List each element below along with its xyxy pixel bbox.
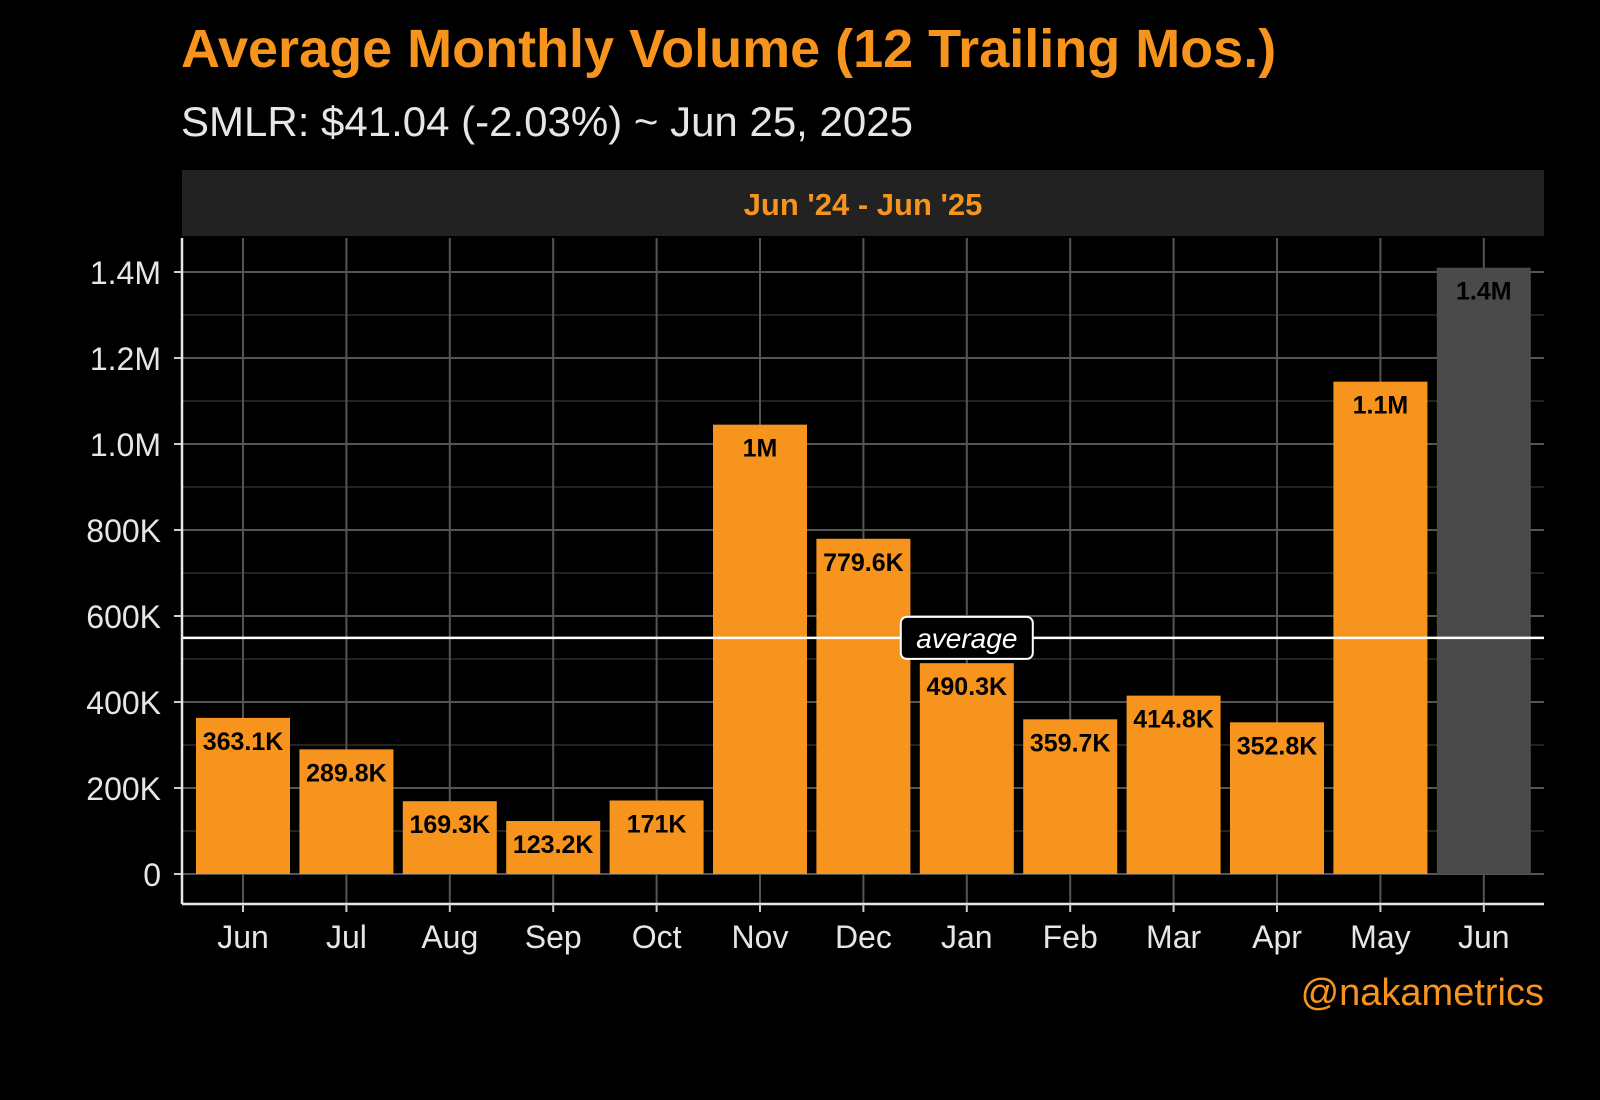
bar <box>1333 381 1428 874</box>
facet-strip: Jun '24 - Jun '25 <box>182 170 1544 236</box>
axes <box>174 238 1544 912</box>
bar-value-label: 171K <box>627 810 687 838</box>
bar-value-label: 779.6K <box>823 549 904 577</box>
bar <box>816 538 911 874</box>
credit-text: @nakametrics <box>1300 972 1544 1014</box>
bar-value-label: 1M <box>743 435 778 463</box>
bars: 363.1K 289.8K 169.3K 123.2K 171K 1M 779.6K 490.… <box>196 267 1531 874</box>
average-label-box <box>899 615 1034 660</box>
bar <box>196 717 290 874</box>
y-tick-label: 1.2M <box>90 341 161 377</box>
bar-value-label: 123.2K <box>513 831 594 859</box>
bar-value-label: 414.8K <box>1133 706 1214 734</box>
x-tick-label: Nov <box>732 919 789 955</box>
chart-subtitle: SMLR: $41.04 (-2.03%) ~ Jun 25, 2025 <box>181 98 913 145</box>
chart-title: Average Monthly Volume (12 Trailing Mos.… <box>181 19 1277 79</box>
y-tick-label: 800K <box>86 513 161 549</box>
facet-label: Jun '24 - Jun '25 <box>743 187 983 222</box>
y-tick-label: 400K <box>86 685 161 721</box>
y-tick-label: 200K <box>86 771 161 807</box>
bar-value-label: 490.3K <box>926 673 1007 701</box>
x-tick-label: Mar <box>1146 919 1201 955</box>
x-tick-label: Aug <box>421 919 478 955</box>
x-tick-label: Jun <box>217 919 269 955</box>
bar-value-label: 363.1K <box>203 728 284 756</box>
bar-value-label: 1.1M <box>1353 392 1409 420</box>
x-tick-label: Sep <box>525 919 582 955</box>
bar-value-label: 1.4M <box>1456 278 1512 306</box>
x-tick-label: Jul <box>326 919 367 955</box>
bar-value-label: 359.7K <box>1030 729 1111 757</box>
average-label: average <box>916 623 1017 654</box>
bar-value-label: 289.8K <box>306 759 387 787</box>
average-annotation: average <box>182 615 1544 660</box>
x-tick-label: May <box>1350 919 1410 955</box>
x-tick-label: Jan <box>941 919 993 955</box>
y-tick-label: 600K <box>86 599 161 635</box>
bar <box>506 821 601 874</box>
bar <box>609 800 704 874</box>
bar-value-label: 352.8K <box>1237 732 1318 760</box>
bar <box>1230 722 1324 874</box>
x-tick-label: Dec <box>835 919 892 955</box>
bar <box>299 749 394 874</box>
bar <box>713 424 807 874</box>
bar <box>1436 267 1531 874</box>
y-tick-label: 0 <box>143 857 161 893</box>
bar <box>1126 695 1221 874</box>
bar <box>1023 719 1118 874</box>
x-tick-label: Jun <box>1458 919 1510 955</box>
x-tick-label: Apr <box>1252 919 1302 955</box>
y-tick-label: 1.4M <box>90 255 161 291</box>
tick-labels: 0 200K 400K 600K 800K 1.0M 1.2M 1.4M Jun Jul Aug Se… <box>86 255 1509 955</box>
y-tick-label: 1.0M <box>90 427 161 463</box>
bar <box>919 663 1014 874</box>
bar-value-label: 169.3K <box>409 811 490 839</box>
x-tick-label: Feb <box>1043 919 1098 955</box>
x-tick-label: Oct <box>632 919 682 955</box>
bar <box>402 801 497 874</box>
